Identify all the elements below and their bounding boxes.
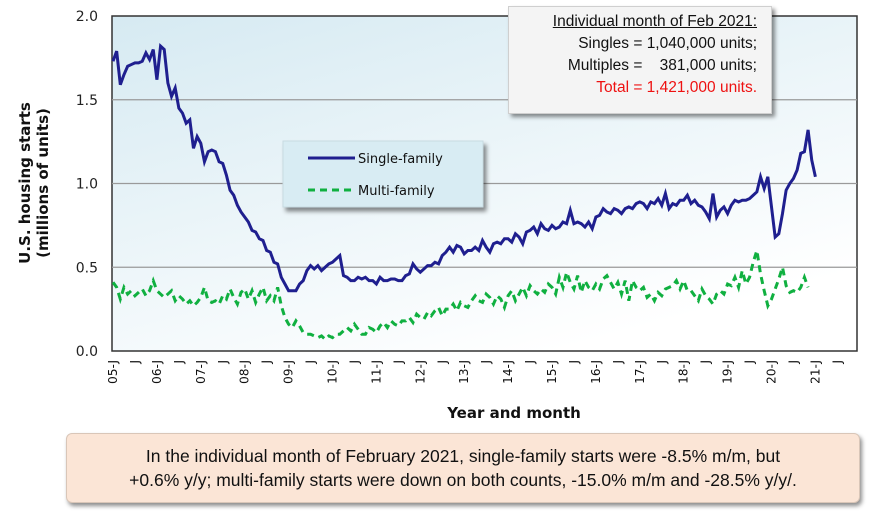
feb-2021-info-box: Individual month of Feb 2021: Singles = … xyxy=(508,6,772,114)
x-tick-label: 20-J xyxy=(765,360,779,384)
x-tick-label: J xyxy=(216,360,230,365)
single-family-line xyxy=(111,43,817,293)
x-tick-label: 17-J xyxy=(633,360,647,384)
legend: Single-family Multi-family xyxy=(282,140,484,208)
x-tick-label: 08-J xyxy=(238,360,252,384)
x-tick-label: J xyxy=(435,360,449,365)
summary-note: In the individual month of February 2021… xyxy=(66,433,860,503)
y-tick-label: 0.0 xyxy=(76,344,98,360)
x-tick-label: J xyxy=(391,360,405,365)
y-axis-ticks: 0.0 0.5 1.0 1.5 2.0 xyxy=(76,9,98,360)
x-tick-label: J xyxy=(611,360,625,365)
x-tick-label: J xyxy=(172,360,186,365)
legend-label-multi-family: Multi-family xyxy=(358,184,435,199)
x-tick-label: 19-J xyxy=(721,360,735,384)
summary-note-line2: +0.6% y/y; multi-family starts were down… xyxy=(129,470,797,490)
x-tick-label: 10-J xyxy=(326,360,340,384)
info-box-multiples: Multiples = 381,000 units; xyxy=(567,57,757,74)
x-tick-label: 14-J xyxy=(501,360,515,384)
y-tick-label: 1.0 xyxy=(76,177,98,193)
info-box-total: Total = 1,421,000 units. xyxy=(596,79,757,96)
x-tick-label: J xyxy=(655,360,669,365)
x-tick-label: J xyxy=(699,360,713,365)
x-tick-label: J xyxy=(523,360,537,365)
x-tick-label: J xyxy=(830,360,844,365)
x-axis-ticks: 05-J J 06-J J 07-J J 08-J J 09-J J 10-J J 11-J J 12-J J… xyxy=(106,360,844,384)
x-tick-label: 21-J xyxy=(808,360,822,384)
y-axis-title-line2: (millions of units) xyxy=(34,108,52,258)
multi-family-line xyxy=(111,250,810,342)
x-tick-label: J xyxy=(304,360,318,365)
x-tick-label: 09-J xyxy=(282,360,296,384)
x-tick-label: 13-J xyxy=(457,360,471,384)
info-box-singles: Singles = 1,040,000 units; xyxy=(578,35,757,52)
x-tick-label: J xyxy=(786,360,800,365)
x-tick-label: 12-J xyxy=(413,360,427,384)
x-tick-label: 05-J xyxy=(106,360,120,384)
x-tick-label: J xyxy=(567,360,581,365)
x-tick-label: 18-J xyxy=(677,360,691,384)
x-tick-label: J xyxy=(260,360,274,365)
x-tick-label: J xyxy=(347,360,361,365)
legend-label-single-family: Single-family xyxy=(358,152,443,167)
x-tick-label: 06-J xyxy=(150,360,164,384)
summary-note-line1: In the individual month of February 2021… xyxy=(145,446,781,466)
x-tick-label: 07-J xyxy=(194,360,208,384)
x-tick-label: 11-J xyxy=(369,360,383,384)
x-axis-title: Year and month xyxy=(446,404,581,422)
y-axis-title-line1: U.S. housing starts xyxy=(16,102,34,264)
info-box-title: Individual month of Feb 2021: xyxy=(552,13,757,30)
y-tick-label: 0.5 xyxy=(76,260,98,276)
x-tick-label: J xyxy=(479,360,493,365)
x-tick-label: 16-J xyxy=(589,360,603,384)
legend-box xyxy=(282,140,484,208)
x-tick-label: 15-J xyxy=(545,360,559,384)
x-tick-label: J xyxy=(128,360,142,365)
y-tick-label: 1.5 xyxy=(76,93,98,109)
x-tick-label: J xyxy=(743,360,757,365)
y-tick-label: 2.0 xyxy=(76,9,98,25)
